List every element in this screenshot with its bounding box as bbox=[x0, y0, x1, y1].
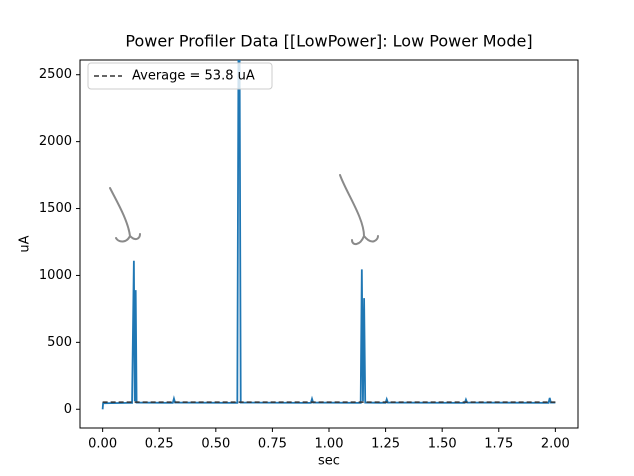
x-tick-label: 1.75 bbox=[484, 437, 513, 452]
x-tick-label: 1.00 bbox=[315, 437, 344, 452]
legend-label: Average = 53.8 uA bbox=[132, 69, 255, 84]
hand-arrows bbox=[109, 174, 379, 246]
y-tick-label: 2000 bbox=[39, 134, 72, 149]
x-tick-label: 0.00 bbox=[88, 437, 117, 452]
y-tick-label: 2500 bbox=[39, 67, 72, 82]
y-tick-label: 1500 bbox=[39, 201, 72, 216]
y-axis-label: uA bbox=[18, 235, 33, 252]
legend bbox=[87, 62, 273, 90]
arrow bbox=[339, 174, 379, 246]
x-tick-label: 1.25 bbox=[371, 437, 400, 452]
arrow bbox=[109, 187, 141, 243]
x-tick-label: 0.50 bbox=[201, 437, 230, 452]
y-tick-label: 0 bbox=[64, 402, 72, 417]
x-tick-label: 0.75 bbox=[258, 437, 287, 452]
series-line bbox=[101, 60, 556, 410]
x-axis-label: sec bbox=[318, 454, 340, 469]
chart-title: Power Profiler Data [[LowPower]: Low Pow… bbox=[125, 32, 532, 51]
x-tick-label: 1.50 bbox=[428, 437, 457, 452]
plot-frame bbox=[79, 59, 579, 429]
y-tick-label: 1000 bbox=[39, 268, 72, 283]
x-tick-label: 2.00 bbox=[541, 437, 570, 452]
plot-area bbox=[101, 60, 556, 410]
y-tick-label: 500 bbox=[47, 335, 72, 350]
x-tick-label: 0.25 bbox=[145, 437, 174, 452]
